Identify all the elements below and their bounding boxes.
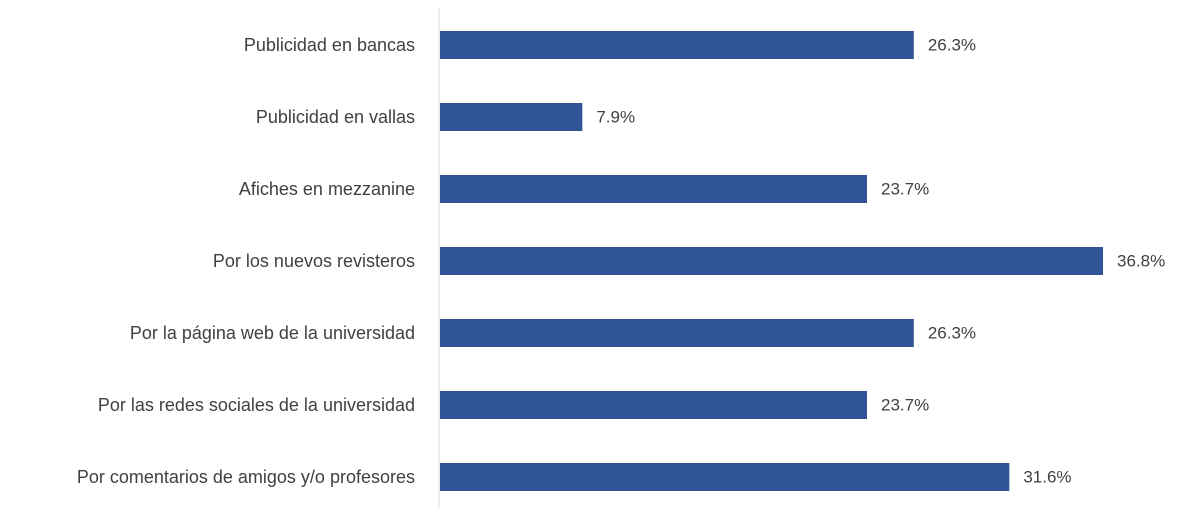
category-label: Publicidad en vallas: [256, 107, 415, 127]
category-label: Publicidad en bancas: [244, 35, 415, 55]
value-label: 7.9%: [596, 108, 635, 127]
value-label: 23.7%: [881, 396, 929, 415]
category-label: Por las redes sociales de la universidad: [98, 395, 415, 415]
category-label: Por la página web de la universidad: [130, 323, 415, 343]
bar: [440, 175, 867, 203]
bar: [440, 247, 1103, 275]
bar: [440, 319, 914, 347]
bars-layer: [440, 31, 1103, 491]
bar: [440, 463, 1010, 491]
value-label: 26.3%: [928, 36, 976, 55]
category-label: Afiches en mezzanine: [239, 179, 415, 199]
value-label: 31.6%: [1023, 468, 1071, 487]
category-labels: Publicidad en bancas Publicidad en vallas…: [77, 35, 415, 487]
bar: [440, 103, 583, 131]
category-label: Por comentarios de amigos y/o profesores: [77, 467, 415, 487]
category-label: Por los nuevos revisteros: [213, 251, 415, 271]
value-label: 36.8%: [1117, 252, 1165, 271]
bar: [440, 391, 867, 419]
value-labels: 26.3% 7.9% 23.7% 36.8% 26.3% 23.7% 31.6%: [596, 36, 1165, 487]
value-label: 23.7%: [881, 180, 929, 199]
bar: [440, 31, 914, 59]
value-label: 26.3%: [928, 324, 976, 343]
